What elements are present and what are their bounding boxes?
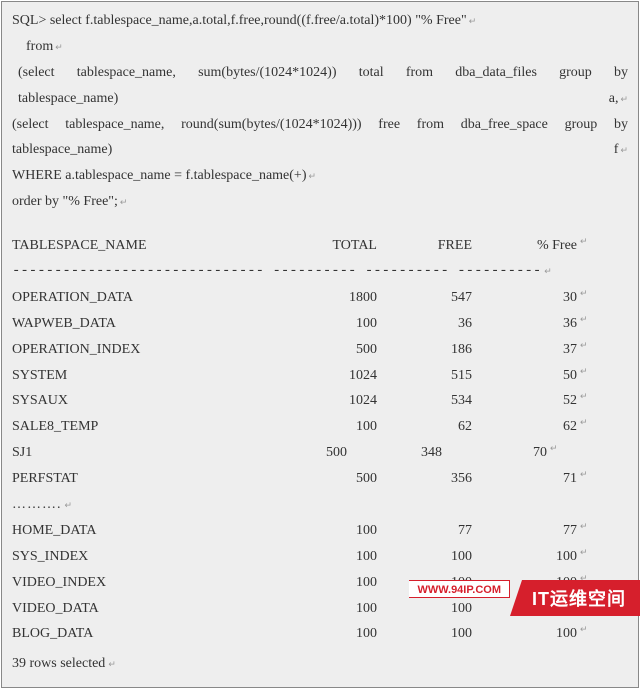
table-row: WAPWEB_DATA1003636 bbox=[12, 311, 628, 337]
cell-name: SALE8_TEMP bbox=[12, 414, 262, 440]
cell-pct: 36 bbox=[472, 311, 577, 337]
sql-line-1: SQL> select f.tablespace_name,a.total,f.… bbox=[12, 8, 628, 34]
cell-free: 356 bbox=[377, 466, 472, 492]
cell-total: 500 bbox=[262, 337, 377, 363]
cell-name: SYSTEM bbox=[12, 363, 262, 389]
cell-total: 100 bbox=[262, 596, 377, 622]
cell-total: 100 bbox=[262, 518, 377, 544]
cell-name: VIDEO_DATA bbox=[12, 596, 262, 622]
cell-pct: 62 bbox=[472, 414, 577, 440]
cell-free: 100 bbox=[377, 621, 472, 647]
header-name: TABLESPACE_NAME bbox=[12, 233, 262, 259]
cell-total: 100 bbox=[262, 544, 377, 570]
cell-name: SYSAUX bbox=[12, 388, 262, 414]
watermark-url: WWW.94IP.COM bbox=[409, 580, 510, 598]
cell-total: 500 bbox=[262, 466, 377, 492]
cell-free: 62 bbox=[377, 414, 472, 440]
cell-pct: 77 bbox=[472, 518, 577, 544]
cell-free: 348 bbox=[347, 440, 442, 466]
header-total: TOTAL bbox=[262, 233, 377, 259]
cell-pct: 100 bbox=[472, 544, 577, 570]
cell-total: 100 bbox=[262, 621, 377, 647]
table-row: PERFSTAT50035671 bbox=[12, 466, 628, 492]
cell-total: 100 bbox=[262, 414, 377, 440]
cell-free: 534 bbox=[377, 388, 472, 414]
summary-line: 39 rows selected bbox=[12, 651, 628, 677]
table-row: SYSAUX102453452 bbox=[12, 388, 628, 414]
cell-total: 1024 bbox=[262, 363, 377, 389]
column-headers: TABLESPACE_NAME TOTAL FREE % Free bbox=[12, 233, 628, 259]
cell-name: HOME_DATA bbox=[12, 518, 262, 544]
cell-pct: 70 bbox=[442, 440, 547, 466]
cell-free: 36 bbox=[377, 311, 472, 337]
cell-name: SJ1 bbox=[12, 440, 232, 466]
cell-total: 1024 bbox=[262, 388, 377, 414]
watermark-badge: WWW.94IP.COM IT运维空间 bbox=[409, 580, 640, 616]
header-pct: % Free bbox=[472, 233, 577, 259]
column-separator: ------------------------------ ---------… bbox=[12, 259, 628, 285]
table-row: SJ150034870 bbox=[12, 440, 628, 466]
ellipsis: ………. bbox=[12, 492, 628, 518]
cell-free: 77 bbox=[377, 518, 472, 544]
rows-block-1: OPERATION_DATA180054730WAPWEB_DATA100363… bbox=[12, 285, 628, 492]
table-row: BLOG_DATA100100100 bbox=[12, 621, 628, 647]
sql-line-6: order by "% Free"; bbox=[12, 189, 628, 215]
blank-line bbox=[12, 215, 628, 233]
cell-free: 515 bbox=[377, 363, 472, 389]
cell-name: WAPWEB_DATA bbox=[12, 311, 262, 337]
cell-name: BLOG_DATA bbox=[12, 621, 262, 647]
cell-name: VIDEO_INDEX bbox=[12, 570, 262, 596]
cell-total: 100 bbox=[262, 570, 377, 596]
table-row: SYS_INDEX100100100 bbox=[12, 544, 628, 570]
sql-line-3: (select tablespace_name, sum(bytes/(1024… bbox=[12, 60, 628, 112]
cell-total: 500 bbox=[232, 440, 347, 466]
cell-name: OPERATION_INDEX bbox=[12, 337, 262, 363]
header-free: FREE bbox=[377, 233, 472, 259]
cell-total: 100 bbox=[262, 311, 377, 337]
cell-name: SYS_INDEX bbox=[12, 544, 262, 570]
cell-name: OPERATION_DATA bbox=[12, 285, 262, 311]
table-row: OPERATION_INDEX50018637 bbox=[12, 337, 628, 363]
cell-pct: 37 bbox=[472, 337, 577, 363]
table-row: OPERATION_DATA180054730 bbox=[12, 285, 628, 311]
cell-pct: 30 bbox=[472, 285, 577, 311]
cell-pct: 50 bbox=[472, 363, 577, 389]
table-row: HOME_DATA1007777 bbox=[12, 518, 628, 544]
cell-pct: 71 bbox=[472, 466, 577, 492]
cell-free: 186 bbox=[377, 337, 472, 363]
cell-free: 100 bbox=[377, 544, 472, 570]
watermark-text: IT运维空间 bbox=[510, 580, 640, 616]
cell-pct: 52 bbox=[472, 388, 577, 414]
table-row: SYSTEM102451550 bbox=[12, 363, 628, 389]
cell-name: PERFSTAT bbox=[12, 466, 262, 492]
sql-line-5: WHERE a.tablespace_name = f.tablespace_n… bbox=[12, 163, 628, 189]
sql-line-2: from bbox=[12, 34, 628, 60]
cell-free: 547 bbox=[377, 285, 472, 311]
table-row: SALE8_TEMP1006262 bbox=[12, 414, 628, 440]
cell-total: 1800 bbox=[262, 285, 377, 311]
sql-line-4: (select tablespace_name, round(sum(bytes… bbox=[12, 112, 628, 164]
cell-pct: 100 bbox=[472, 621, 577, 647]
